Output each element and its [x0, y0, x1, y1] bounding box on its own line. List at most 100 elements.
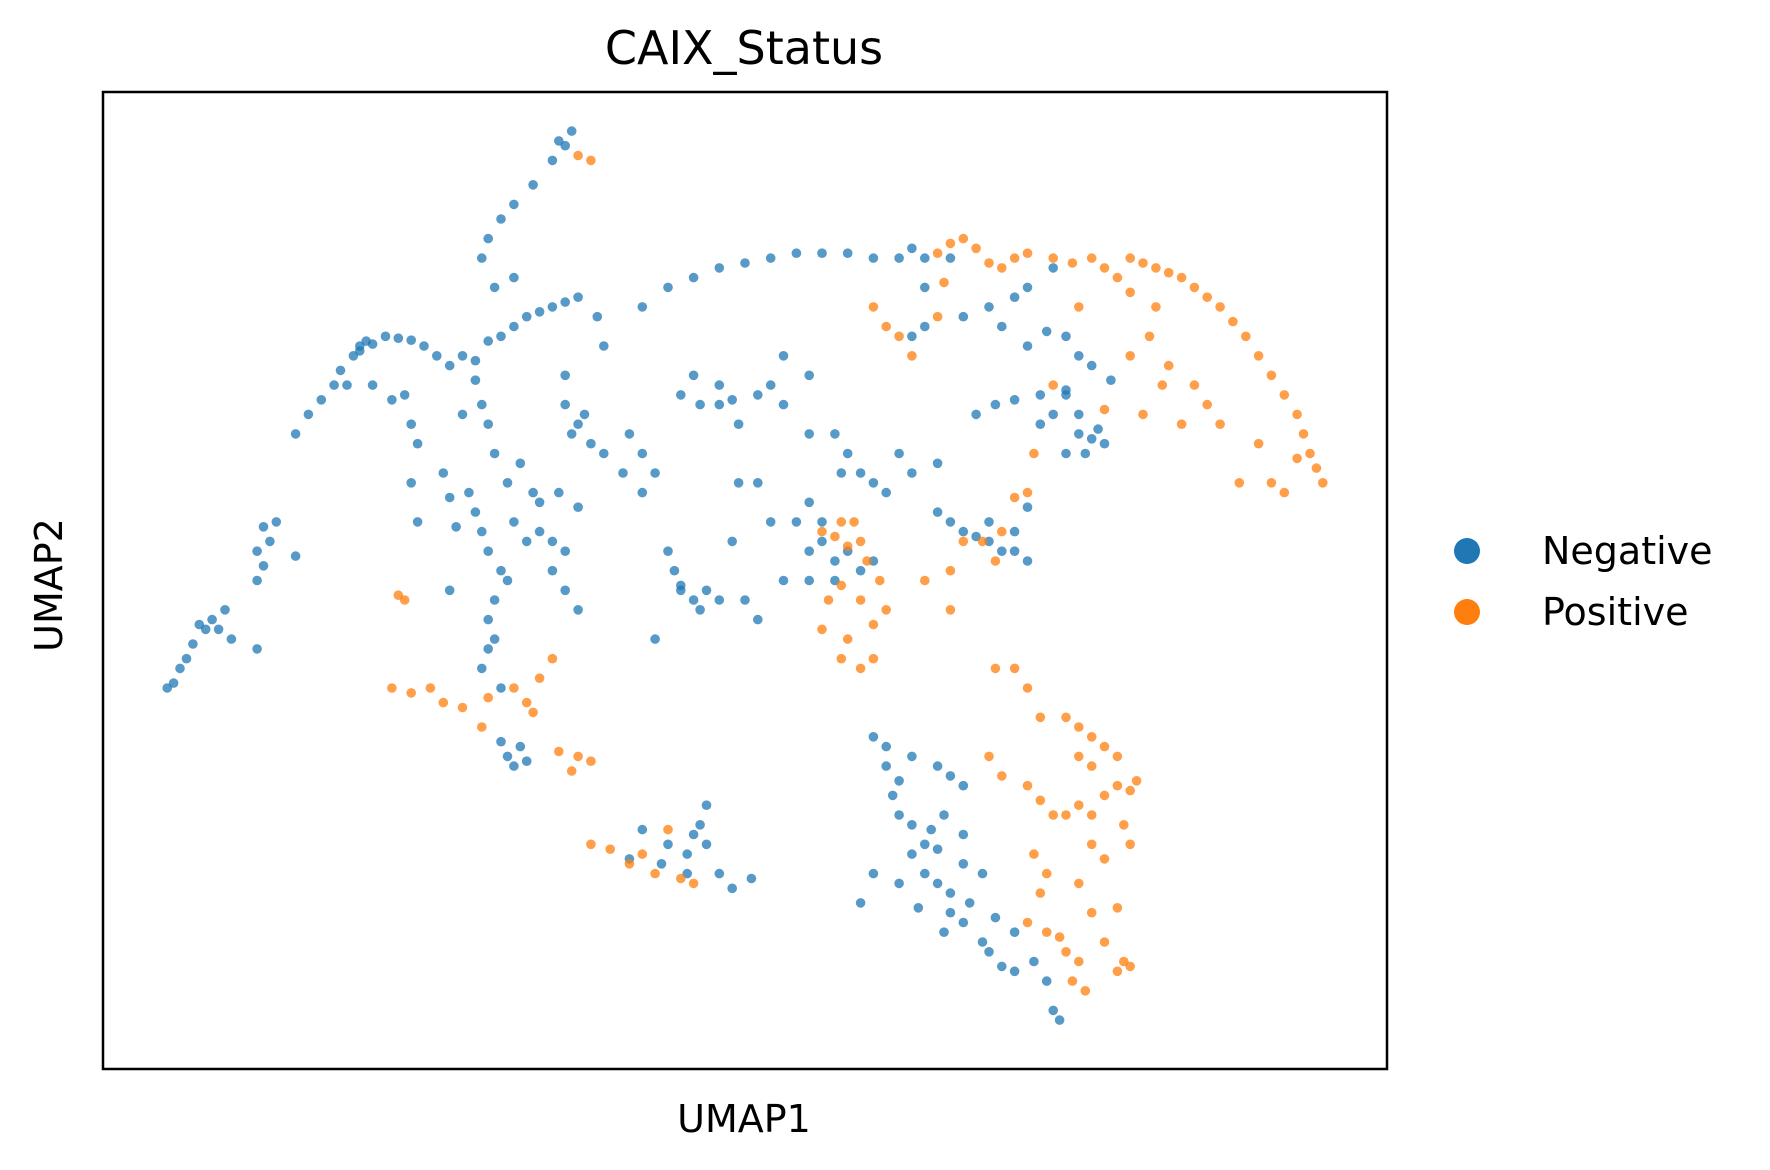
point-positive — [1202, 292, 1212, 303]
point-negative — [316, 395, 327, 405]
point-negative — [920, 253, 930, 263]
point-negative — [168, 678, 179, 688]
point-negative — [1086, 360, 1097, 371]
point-negative — [509, 517, 519, 527]
point-negative — [534, 497, 545, 508]
point-negative — [907, 751, 917, 762]
point-positive — [868, 302, 879, 312]
point-negative — [464, 487, 474, 498]
point-positive — [1061, 810, 1071, 820]
point-negative — [894, 878, 904, 889]
point-negative — [573, 292, 583, 303]
point-negative — [271, 517, 282, 527]
point-positive — [932, 248, 943, 258]
point-positive — [1074, 302, 1084, 312]
point-negative — [714, 868, 725, 879]
point-negative — [579, 409, 590, 420]
point-negative — [920, 321, 930, 332]
point-negative — [393, 333, 404, 344]
point-negative — [765, 380, 776, 390]
point-negative — [515, 458, 526, 469]
point-negative — [881, 487, 891, 498]
point-negative — [650, 634, 660, 644]
point-positive — [984, 258, 994, 268]
point-negative — [714, 399, 725, 410]
point-positive — [830, 531, 840, 542]
point-negative — [695, 399, 705, 410]
point-negative — [765, 517, 776, 527]
point-negative — [855, 565, 866, 576]
point-negative — [547, 536, 558, 547]
point-negative — [1074, 351, 1084, 361]
point-negative — [502, 575, 513, 586]
point-negative — [252, 546, 262, 556]
point-negative — [1099, 438, 1110, 449]
point-negative — [907, 243, 917, 254]
point-negative — [1009, 292, 1020, 303]
point-positive — [663, 824, 673, 835]
point-positive — [1074, 800, 1084, 810]
point-negative — [1009, 395, 1020, 405]
point-positive — [1029, 849, 1039, 859]
point-positive — [547, 653, 558, 664]
point-negative — [496, 736, 506, 747]
point-negative — [599, 448, 609, 459]
point-negative — [502, 478, 513, 488]
point-positive — [1099, 854, 1110, 864]
point-negative — [194, 619, 205, 630]
point-positive — [406, 688, 417, 698]
point-negative — [258, 522, 269, 532]
point-negative — [894, 448, 904, 459]
point-positive — [1163, 267, 1174, 278]
point-positive — [939, 277, 949, 288]
point-negative — [1080, 448, 1091, 459]
point-negative — [387, 395, 397, 405]
point-negative — [1106, 375, 1116, 386]
point-positive — [1112, 780, 1123, 791]
point-negative — [1048, 409, 1058, 420]
point-negative — [560, 546, 570, 556]
point-positive — [1022, 780, 1033, 791]
point-negative — [842, 248, 853, 258]
point-negative — [669, 565, 680, 576]
point-positive — [1080, 986, 1091, 996]
point-negative — [547, 155, 558, 166]
point-negative — [971, 409, 981, 420]
point-negative — [881, 761, 891, 771]
point-negative — [1086, 434, 1097, 444]
point-positive — [945, 605, 956, 615]
point-positive — [438, 697, 449, 708]
point-negative — [624, 429, 635, 439]
point-positive — [1151, 263, 1161, 273]
point-positive — [1022, 917, 1033, 928]
point-positive — [1048, 380, 1058, 390]
point-negative — [913, 903, 924, 913]
point-negative — [483, 614, 494, 625]
point-negative — [990, 399, 1001, 410]
point-negative — [457, 351, 468, 361]
point-negative — [573, 502, 583, 512]
point-positive — [881, 321, 891, 332]
point-positive — [1061, 947, 1071, 957]
point-positive — [1125, 253, 1135, 263]
point-negative — [637, 302, 648, 312]
point-positive — [1048, 253, 1058, 263]
point-positive — [868, 653, 879, 664]
point-negative — [181, 653, 192, 664]
point-positive — [688, 878, 699, 889]
point-negative — [175, 663, 185, 674]
point-negative — [618, 468, 628, 478]
point-positive — [817, 624, 827, 635]
point-positive — [521, 697, 532, 708]
point-positive — [637, 849, 648, 859]
point-negative — [534, 307, 545, 317]
point-positive — [875, 575, 885, 586]
point-positive — [849, 517, 859, 527]
point-positive — [624, 859, 635, 869]
point-negative — [265, 536, 275, 547]
point-positive — [1234, 478, 1245, 488]
point-positive — [1138, 409, 1148, 420]
point-positive — [1048, 810, 1058, 820]
point-positive — [509, 683, 519, 693]
